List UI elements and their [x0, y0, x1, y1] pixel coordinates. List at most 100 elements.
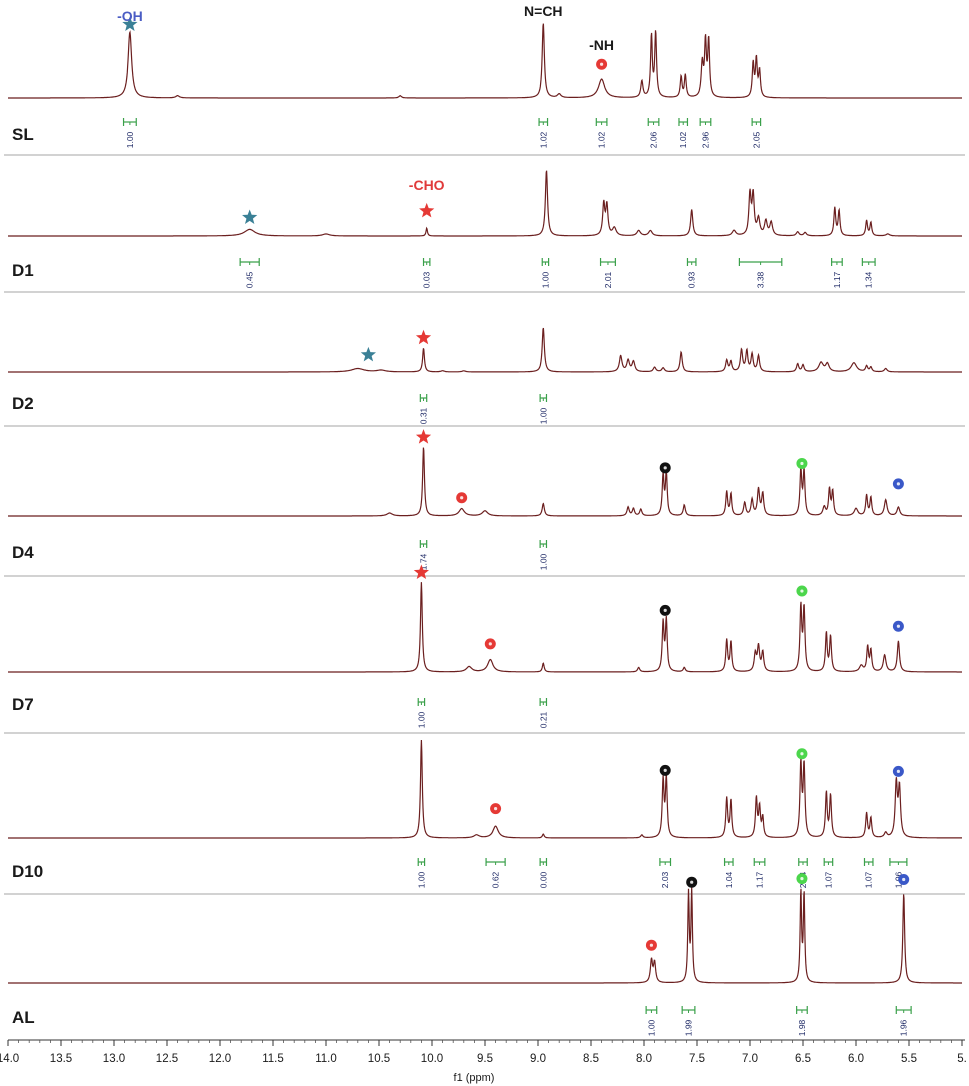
integral-value: 1.17 — [755, 871, 765, 888]
spectrum-panel-d4: D4 1.74 1.00 — [8, 429, 962, 570]
integral-value: 1.07 — [823, 871, 833, 888]
spectrum-panel-d7: D7 1.00 0.21 — [8, 564, 962, 728]
integral-mark: 2.05 — [751, 118, 761, 148]
integral-mark: 1.02 — [595, 118, 608, 148]
integral-value: 1.98 — [797, 1019, 807, 1036]
dot-marker-black — [659, 764, 671, 776]
spectra-panels: SL 1.00 1.02 1.02 2.06 1.02 2.96 2.05 -OH N=CH -NH… — [4, 3, 965, 1036]
integral-mark: 1.99 — [681, 1006, 696, 1036]
peak-annotation: -CHO — [409, 177, 445, 193]
x-tick-label: 8.5 — [583, 1053, 599, 1065]
dot-marker-red — [484, 638, 496, 650]
x-tick-label: 5.5 — [901, 1053, 917, 1065]
dot-marker-green — [796, 585, 808, 597]
star-marker-red — [413, 564, 430, 580]
integral-mark: 1.04 — [724, 858, 734, 888]
integral-mark: 1.00 — [538, 540, 548, 570]
integral-value: 0.00 — [538, 871, 548, 888]
star-marker-teal — [242, 209, 258, 224]
spectrum-panel-d1: D1 0.45 0.03 1.00 2.01 0.93 3.38 1.17 1.34 -CHO — [8, 170, 962, 288]
integral-mark: 0.00 — [538, 858, 548, 888]
spectrum-line-d10 — [8, 739, 962, 839]
spectrum-panel-al: AL 1.00 1.99 1.98 1.96 — [8, 873, 962, 1036]
spectrum-line-d2 — [8, 327, 962, 373]
integral-mark: 1.00 — [540, 258, 550, 288]
integral-value: 0.62 — [491, 871, 501, 888]
integral-mark: 2.01 — [599, 258, 616, 288]
x-tick-label: 11.5 — [262, 1053, 284, 1065]
dot-marker-black — [659, 604, 671, 616]
x-axis: 14.0 13.5 13.0 12.5 12.0 11.5 11.0 10.5 10.0 9.5 9… — [0, 1039, 967, 1084]
sample-label: D10 — [12, 862, 43, 881]
integral-value: 1.99 — [684, 1019, 694, 1036]
star-marker-red — [415, 429, 432, 444]
integral-mark: 1.07 — [864, 858, 874, 888]
integral-value: 1.00 — [416, 871, 426, 888]
spectrum-panel-d2: D2 0.31 1.00 — [8, 327, 962, 424]
x-tick-label: 9.0 — [530, 1053, 546, 1065]
integral-mark: 1.00 — [122, 118, 137, 148]
dot-marker-red — [596, 58, 608, 70]
dot-marker-red — [490, 803, 502, 815]
integral-value: 0.45 — [245, 271, 255, 288]
sample-label: D4 — [12, 543, 34, 562]
integral-value: 1.00 — [125, 131, 135, 148]
integral-mark: 2.96 — [699, 118, 712, 148]
integral-mark: 0.93 — [687, 258, 697, 288]
integral-value: 1.00 — [538, 553, 548, 570]
integral-mark: 3.38 — [738, 258, 783, 288]
sample-label: SL — [12, 125, 34, 144]
dot-marker-red — [456, 492, 468, 504]
integral-value: 1.74 — [419, 553, 429, 570]
dot-marker-black — [686, 876, 698, 888]
integral-mark: 1.07 — [823, 858, 833, 888]
integral-mark: 1.00 — [645, 1006, 658, 1036]
x-tick-label: 6.0 — [848, 1053, 864, 1065]
peak-annotation: -OH — [117, 8, 143, 24]
integral-mark: 1.34 — [861, 258, 876, 288]
integral-mark: 1.17 — [753, 858, 766, 888]
integral-value: 2.96 — [701, 131, 711, 148]
star-marker-red — [419, 202, 435, 218]
dot-marker-green — [796, 457, 808, 469]
integral-value: 2.06 — [649, 131, 659, 148]
integral-value: 1.02 — [678, 131, 688, 148]
star-marker-red — [415, 329, 432, 345]
spectrum-panel-sl: SL 1.00 1.02 1.02 2.06 1.02 2.96 2.05 -OH N=CH -NH — [8, 3, 962, 148]
integral-value: 1.04 — [724, 871, 734, 888]
integral-value: 1.00 — [538, 407, 548, 424]
dot-marker-black — [659, 462, 671, 474]
integral-value: 1.02 — [597, 131, 607, 148]
integral-mark: 1.00 — [416, 698, 426, 728]
integral-mark: 0.21 — [538, 698, 548, 728]
spectrum-line-sl — [8, 23, 962, 99]
integral-value: 1.17 — [832, 271, 842, 288]
sample-label: D7 — [12, 695, 34, 714]
integral-mark: 0.31 — [419, 394, 429, 424]
integral-value: 2.05 — [751, 131, 761, 148]
dot-marker-green — [796, 748, 808, 760]
integral-mark: 1.74 — [419, 540, 429, 570]
integral-value: 1.00 — [540, 271, 550, 288]
integral-mark: 0.62 — [485, 858, 506, 888]
x-tick-label: 13.0 — [103, 1053, 125, 1065]
integral-mark: 0.45 — [239, 258, 260, 288]
integral-value: 0.03 — [422, 271, 432, 288]
integral-value: 0.21 — [538, 711, 548, 728]
integral-value: 1.34 — [864, 271, 874, 288]
x-tick-label: 9.5 — [477, 1053, 493, 1065]
peak-annotation: -NH — [589, 37, 614, 53]
integral-mark: 1.00 — [538, 394, 548, 424]
spectrum-line-al — [8, 887, 962, 984]
integral-mark: 2.03 — [659, 858, 672, 888]
x-tick-label: 11.0 — [315, 1053, 337, 1065]
spectrum-line-d4 — [8, 447, 962, 517]
integral-value: 1.96 — [899, 1019, 909, 1036]
spectrum-line-d7 — [8, 582, 962, 673]
dot-marker-blue — [892, 765, 904, 777]
x-tick-label: 10.5 — [368, 1053, 390, 1065]
integral-value: 1.07 — [864, 871, 874, 888]
x-tick-label: 12.5 — [156, 1053, 178, 1065]
dot-marker-blue — [892, 478, 904, 490]
integral-mark: 1.00 — [416, 858, 426, 888]
